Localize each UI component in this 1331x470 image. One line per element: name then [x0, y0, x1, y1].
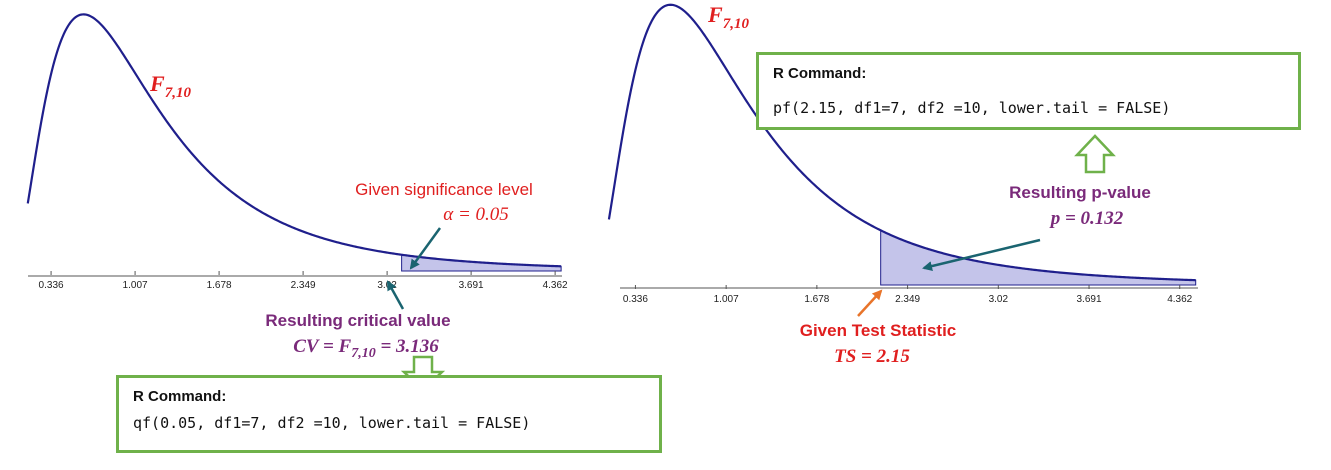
right-panel: 0.336 1.007 1.678 2.349 3.02 3.691 4.362 F7,10…	[607, 2, 1198, 367]
x-tick-label: 0.336	[39, 280, 64, 291]
left-critical-value-label: Resulting critical value	[265, 311, 450, 330]
right-p-value-region	[880, 229, 1197, 286]
right-r-command-title: R Command:	[773, 65, 867, 82]
x-tick-label: 3.691	[459, 280, 484, 291]
x-tick-label: 3.691	[1077, 294, 1102, 305]
x-tick-label: 4.362	[1167, 294, 1192, 305]
left-distribution-label: F7,10	[149, 71, 191, 101]
x-tick-label: 3.02	[989, 294, 1009, 305]
left-critical-value-equation: CV = F7,10 = 3.136	[293, 336, 439, 361]
right-density-curve	[607, 3, 1196, 282]
x-tick-label: 4.362	[543, 280, 568, 291]
left-r-command-code: qf(0.05, df1=7, df2 =10, lower.tail = FA…	[133, 414, 531, 432]
left-significance-label: Given significance level	[355, 180, 533, 199]
right-x-ticks: 0.336 1.007 1.678 2.349 3.02 3.691 4.362	[623, 285, 1193, 305]
left-teal-arrow-bottom	[386, 280, 405, 310]
x-tick-label: 1.678	[207, 280, 232, 291]
right-r-command-box: R Command: pf(2.15, df1=7, df2 =10, lowe…	[756, 52, 1301, 130]
left-r-command-title: R Command:	[133, 388, 227, 405]
left-x-ticks: 0.336 1.007 1.678 2.349 3.02 3.691 4.362	[39, 271, 568, 291]
left-alpha-value: α = 0.05	[443, 204, 509, 225]
right-p-value-equation: p = 0.132	[1049, 208, 1124, 229]
x-tick-label: 2.349	[291, 280, 316, 291]
x-tick-label: 1.007	[123, 280, 148, 291]
x-tick-label: 1.678	[804, 294, 829, 305]
left-r-command-box: R Command: qf(0.05, df1=7, df2 =10, lowe…	[116, 375, 662, 453]
x-tick-label: 3.02	[377, 280, 397, 291]
right-p-value-label: Resulting p-value	[1009, 183, 1151, 202]
right-r-command-code: pf(2.15, df1=7, df2 =10, lower.tail = FA…	[773, 99, 1171, 117]
left-teal-arrow-top	[409, 227, 442, 270]
right-test-statistic-label: Given Test Statistic	[800, 321, 957, 340]
right-teal-arrow	[922, 238, 1041, 271]
left-panel: 0.336 1.007 1.678 2.349 3.02 3.691 4.362 F7,10…	[26, 13, 568, 392]
right-distribution-label: F7,10	[707, 2, 749, 32]
right-test-statistic-equation: TS = 2.15	[834, 346, 910, 367]
x-tick-label: 2.349	[895, 294, 920, 305]
right-up-arrow-icon	[1074, 134, 1116, 174]
x-tick-label: 0.336	[623, 294, 648, 305]
x-tick-label: 1.007	[714, 294, 739, 305]
right-orange-arrow	[857, 289, 883, 317]
left-density-curve	[26, 13, 562, 268]
